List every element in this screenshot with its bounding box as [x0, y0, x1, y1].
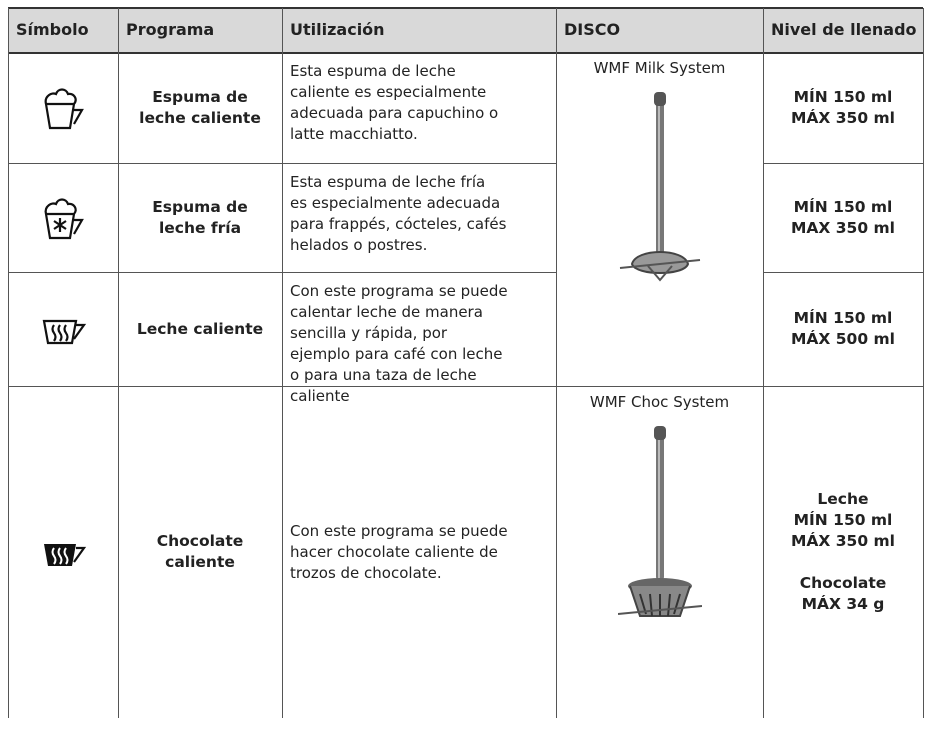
program-line: Espuma de — [152, 197, 248, 216]
fill-group: Chocolate MÁX 34 g — [800, 573, 887, 615]
fill-line: MÍN 150 ml — [793, 197, 893, 216]
header-rule — [8, 52, 923, 54]
disco-label: WMF Milk System — [593, 59, 726, 77]
usage-cell: Con este programa se puede calentar leche… — [282, 272, 556, 405]
usage-cell: Esta espuma de leche fría es especialment… — [282, 163, 556, 272]
usage-cell: Con este programa se puede hacer chocolat… — [282, 386, 556, 718]
disco-cell: WMF Milk System — [556, 52, 763, 79]
program-line: Espuma de — [152, 87, 248, 106]
fill-line: Leche — [817, 490, 869, 508]
program-line: Chocolate — [156, 532, 244, 550]
col-line — [763, 8, 764, 718]
usage-line: Con este programa se puede — [290, 282, 508, 300]
header-cell: DISCO — [556, 8, 763, 52]
usage-line: adecuada para capuchino o — [290, 104, 499, 122]
fill-line: MÍN 150 ml — [793, 511, 893, 529]
fill-cell: Leche MÍN 150 ml MÁX 350 ml Chocolate MÁX 34… — [763, 386, 923, 718]
usage-cell: Esta espuma de leche caliente es especial… — [282, 52, 556, 163]
disco-cell: WMF Choc System — [556, 386, 763, 413]
col-line — [8, 8, 9, 718]
usage-line: helados o postres. — [290, 236, 428, 254]
program-cell: Espuma de leche fría — [118, 163, 282, 272]
fill-line: MÁX 350 ml — [791, 108, 895, 127]
symbol-icon — [44, 87, 84, 129]
fill-group: MÍN 150 ml MÁX 500 ml — [791, 308, 895, 350]
symbol-icon — [42, 319, 87, 345]
program-line: Leche caliente — [136, 319, 264, 338]
header-cell: Programa — [118, 8, 282, 52]
disco-label: WMF Choc System — [589, 393, 730, 411]
col-line — [118, 8, 119, 718]
symbol-icon — [44, 544, 87, 566]
col-line — [923, 8, 924, 718]
disco-image — [618, 426, 702, 617]
fill-cell: MÍN 150 ml MÁX 350 ml — [763, 52, 923, 163]
disco-image — [619, 92, 701, 282]
fill-group: MÍN 150 ml MÁX 350 ml — [791, 87, 895, 129]
header-cell: Símbolo — [8, 8, 118, 52]
usage-line: caliente es especialmente — [290, 83, 487, 101]
usage-line: o para una taza de leche — [290, 366, 477, 384]
usage-line: es especialmente adecuada — [290, 194, 501, 212]
program-cell: Espuma de leche caliente — [118, 52, 282, 163]
program-cell: Leche caliente — [118, 272, 282, 386]
usage-line: ejemplo para café con leche — [290, 345, 503, 363]
col-line — [556, 8, 557, 718]
row-line — [763, 163, 923, 164]
program-line: caliente — [165, 553, 235, 571]
program-line: leche fría — [158, 218, 242, 237]
symbol-icon — [44, 197, 84, 239]
fill-line: MÁX 350 ml — [791, 532, 895, 550]
row-line — [763, 272, 923, 273]
usage-line: hacer chocolate caliente de — [290, 542, 498, 561]
row-line — [8, 163, 556, 164]
top-rule — [8, 7, 923, 9]
row-line — [8, 386, 923, 387]
fill-line: MÍN 150 ml — [793, 309, 893, 327]
header-cell: Utilización — [282, 8, 556, 52]
row-line — [8, 272, 556, 273]
usage-line: caliente — [290, 387, 350, 405]
fill-line: MÁX 500 ml — [791, 330, 895, 348]
header-cell: Nivel de llenado — [763, 8, 923, 52]
fill-cell: MÍN 150 ml MAX 350 ml — [763, 163, 923, 272]
fill-line: MAX 350 ml — [791, 218, 895, 237]
fill-cell: MÍN 150 ml MÁX 500 ml — [763, 272, 923, 386]
program-line: leche caliente — [139, 108, 261, 127]
usage-line: para frappés, cócteles, cafés — [290, 215, 507, 233]
usage-line: Esta espuma de leche fría — [290, 173, 486, 191]
fill-line: MÁX 34 g — [801, 595, 885, 613]
usage-line: latte macchiatto. — [290, 125, 418, 143]
fill-group: MÍN 150 ml MAX 350 ml — [791, 197, 895, 239]
fill-group: Leche MÍN 150 ml MÁX 350 ml — [791, 489, 895, 552]
program-cell: Chocolate caliente — [118, 386, 282, 718]
fill-line: Chocolate — [799, 574, 887, 592]
col-line — [282, 8, 283, 718]
usage-line: Con este programa se puede — [290, 521, 508, 540]
usage-line: trozos de chocolate. — [290, 563, 442, 582]
fill-line: MÍN 150 ml — [793, 87, 893, 106]
usage-line: Esta espuma de leche — [290, 62, 456, 80]
usage-line: calentar leche de manera — [290, 303, 483, 321]
usage-line: sencilla y rápida, por — [290, 324, 448, 342]
